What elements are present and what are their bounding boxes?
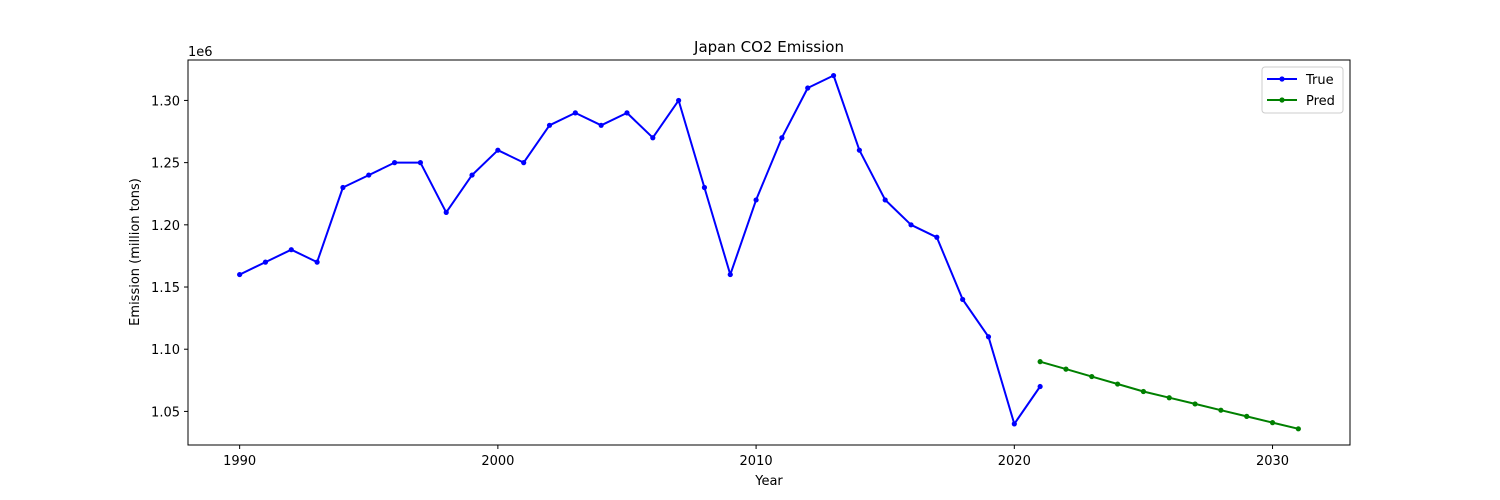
data-point-true	[546, 122, 553, 128]
plot-area	[187, 59, 1351, 446]
legend-label-pred: Pred	[1306, 94, 1335, 109]
data-point-true	[830, 72, 837, 79]
data-point-true	[676, 97, 682, 104]
x-tick-label: 2010	[740, 454, 773, 469]
data-point-true	[856, 147, 862, 153]
data-point-true	[469, 172, 475, 178]
data-point-true	[443, 209, 449, 215]
x-tick-label: 2020	[998, 454, 1031, 469]
data-point-true	[805, 85, 811, 91]
legend: True Pred	[1261, 66, 1344, 114]
y-axis-ticks: 1.05 1.10 1.15 1.20 1.25 1.30	[151, 94, 188, 420]
data-point-true	[495, 147, 501, 153]
data-point-pred	[1089, 373, 1095, 380]
x-tick-label: 1990	[223, 454, 256, 469]
data-point-true	[779, 135, 785, 141]
series-layer	[237, 72, 1301, 432]
data-point-true	[650, 135, 656, 141]
data-point-pred	[1295, 426, 1301, 432]
data-point-pred	[1192, 401, 1198, 407]
data-point-true	[727, 271, 733, 278]
legend-label-true: True	[1305, 73, 1334, 88]
x-axis-ticks: 1990 2000 2010 2020 2030	[223, 445, 1289, 469]
data-point-true	[985, 334, 992, 340]
data-point-pred	[1063, 366, 1069, 372]
data-point-true	[753, 197, 759, 203]
x-tick-label: 2000	[481, 454, 514, 469]
data-point-pred	[1244, 413, 1250, 419]
data-point-true	[1037, 383, 1043, 390]
data-point-true	[908, 222, 914, 228]
data-point-true	[237, 271, 243, 278]
data-point-true	[417, 160, 423, 166]
y-tick-label: 1.10	[151, 343, 180, 358]
data-point-true	[934, 234, 940, 240]
legend-marker-pred	[1279, 97, 1285, 103]
y-axis-offset-label: 1e6	[188, 45, 213, 60]
data-point-true	[366, 172, 372, 178]
data-point-true	[701, 184, 708, 191]
data-point-true	[960, 296, 966, 303]
data-point-true	[391, 160, 398, 166]
data-point-pred	[1140, 388, 1147, 395]
data-point-true	[314, 259, 320, 265]
data-point-true	[288, 247, 294, 253]
y-tick-label: 1.05	[151, 405, 180, 420]
y-axis-title: Emission (million tons)	[128, 178, 143, 326]
data-point-true	[598, 122, 604, 128]
y-tick-label: 1.30	[151, 94, 180, 109]
data-point-true	[624, 110, 630, 116]
data-point-pred	[1115, 381, 1121, 387]
series-line-true	[239, 74, 1041, 425]
data-point-true	[882, 197, 888, 203]
data-point-true	[262, 259, 269, 265]
data-point-pred	[1037, 359, 1043, 365]
y-tick-label: 1.15	[151, 281, 180, 296]
data-point-true	[572, 110, 578, 116]
y-tick-label: 1.25	[151, 157, 180, 172]
data-point-pred	[1269, 420, 1276, 426]
data-point-true	[1011, 421, 1017, 427]
chart-title: Japan CO2 Emission	[693, 38, 844, 56]
data-point-pred	[1218, 407, 1224, 413]
x-tick-label: 2030	[1256, 454, 1289, 469]
x-axis-title: Year	[754, 474, 783, 489]
legend-marker-true	[1279, 76, 1285, 82]
data-point-true	[521, 160, 527, 166]
data-point-pred	[1166, 395, 1172, 401]
y-tick-label: 1.20	[151, 219, 180, 234]
data-point-true	[340, 184, 346, 191]
